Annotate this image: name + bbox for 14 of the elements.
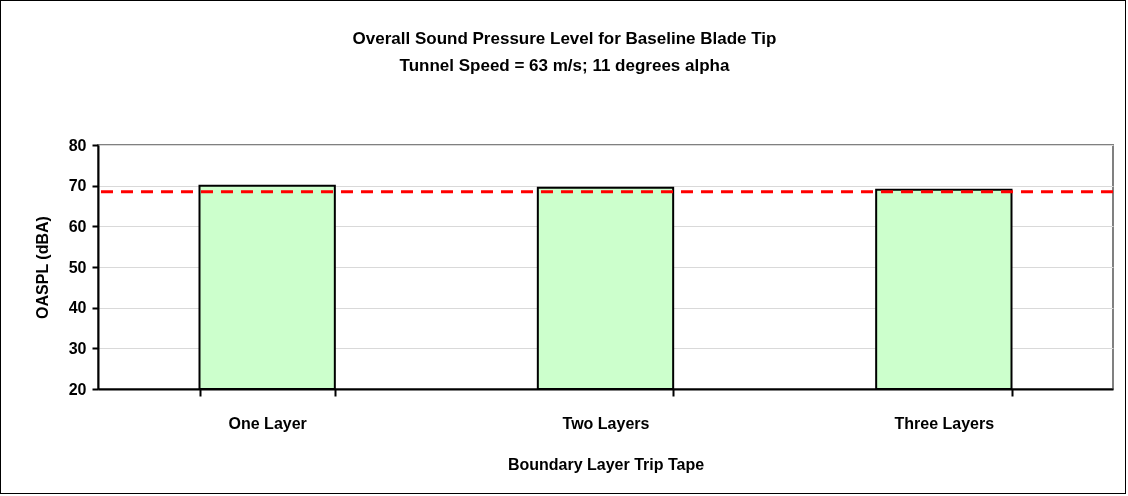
y-axis-title: OASPL (dBA) <box>33 216 51 319</box>
chart-subtitle: Tunnel Speed = 63 m/s; 11 degrees alpha <box>399 56 730 75</box>
y-tick-label: 40 <box>68 299 87 317</box>
y-tick-label: 80 <box>68 136 87 154</box>
y-tick-label: 60 <box>68 217 87 235</box>
x-axis-title: Boundary Layer Trip Tape <box>507 455 705 473</box>
x-tick-label: One Layer <box>228 414 307 432</box>
y-tick-label: 50 <box>68 258 87 276</box>
y-tick-label: 20 <box>68 380 87 398</box>
y-tick-label: 70 <box>68 177 87 195</box>
x-tick-label: Three Layers <box>894 414 995 432</box>
x-tick-label: Two Layers <box>562 414 650 432</box>
y-tick-label: 30 <box>68 339 87 357</box>
chart-title: Overall Sound Pressure Level for Baseline Blade Tip <box>352 29 777 48</box>
